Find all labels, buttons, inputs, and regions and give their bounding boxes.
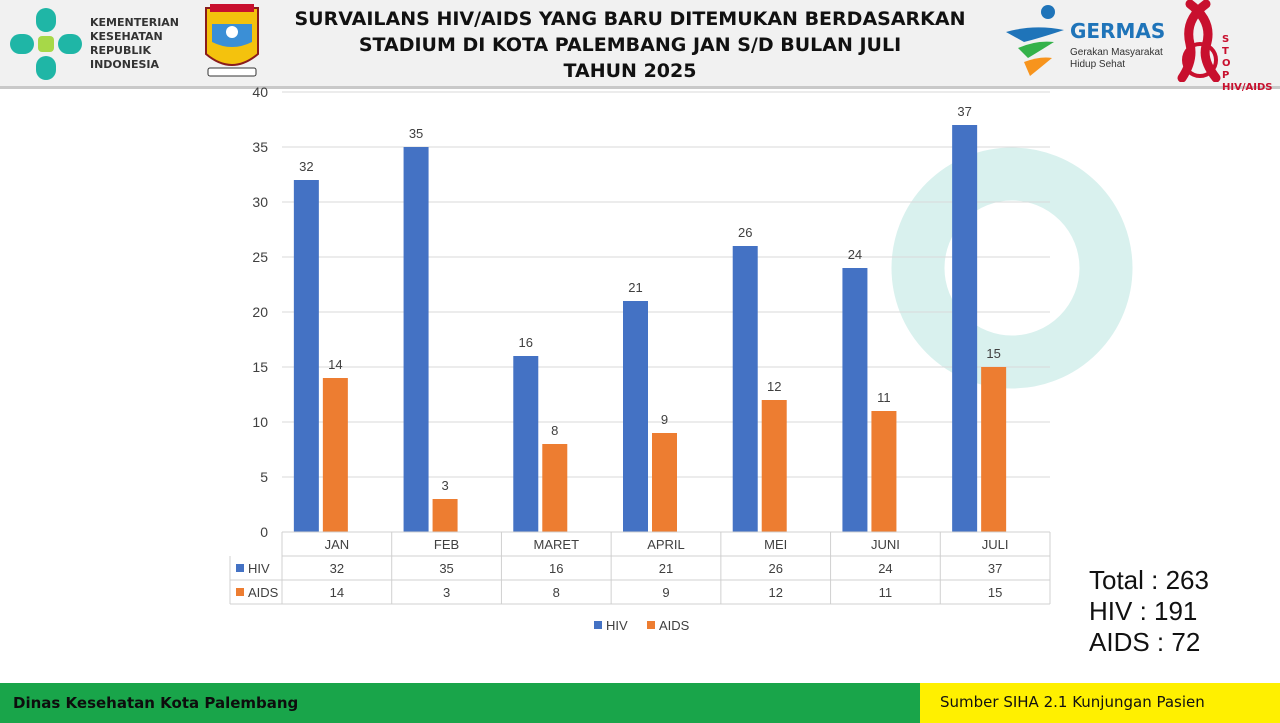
table-key-swatch [236,588,244,596]
table-cell: 35 [439,561,453,576]
table-cell: 3 [443,585,450,600]
category-label: FEB [434,537,459,552]
kemenkes-logo-icon [10,8,82,80]
data-label: 14 [328,357,342,372]
category-label: MARET [534,537,580,552]
y-tick-label: 40 [252,84,268,100]
palembang-crest-icon [205,4,259,77]
header-bar: KEMENTERIAN KESEHATAN REPUBLIK INDONESIA… [0,0,1280,93]
data-label: 21 [628,280,642,295]
page-title: SURVAILANS HIV/AIDS YANG BARU DITEMUKAN … [294,8,966,82]
y-tick-label: 30 [252,194,268,210]
table-series-label: HIV [248,561,270,576]
y-tick-label: 35 [252,139,268,155]
bar-aids [322,378,348,532]
table-cell: 14 [330,585,344,600]
legend-swatch [647,621,655,629]
data-label: 37 [957,104,971,119]
table-cell: 24 [878,561,892,576]
bar-aids [981,367,1007,532]
hiv-count: HIV : 191 [1089,596,1198,626]
bar-hiv [623,301,648,532]
footer-agency-label: Dinas Kesehatan Kota Palembang [13,694,299,712]
bar-hiv [293,180,319,532]
bar-aids [542,444,568,532]
kemenkes-name: KEMENTERIAN KESEHATAN REPUBLIK INDONESIA [90,16,180,71]
bar-hiv [842,268,868,532]
aids-count: AIDS : 72 [1089,627,1201,657]
bar-hiv [403,147,429,532]
data-label: 24 [848,247,862,262]
table-cell: 32 [330,561,344,576]
table-cell: 37 [988,561,1002,576]
data-label: 16 [519,335,533,350]
category-label: JUNI [871,537,900,552]
total-count: Total : 263 [1089,565,1209,595]
y-tick-label: 20 [252,304,268,320]
totals-summary: Total : 263 HIV : 191 AIDS : 72 [1089,565,1209,658]
bar-aids [432,499,458,532]
y-tick-label: 0 [260,524,268,540]
table-cell: 8 [553,585,560,600]
footer-agency: Dinas Kesehatan Kota Palembang [0,683,920,723]
bar-hiv [513,356,539,532]
bar-hiv [952,125,978,532]
germas-tagline: Gerakan Masyarakat Hidup Sehat [1070,47,1163,70]
category-label: JAN [325,537,350,552]
data-label: 32 [299,159,313,174]
table-cell: 21 [659,561,673,576]
legend-entry: HIV [606,618,628,633]
data-label: 12 [767,379,781,394]
table-series-label: AIDS [248,585,279,600]
category-label: APRIL [647,537,685,552]
data-label: 35 [409,126,423,141]
germas-logo-icon [1006,5,1064,76]
table-cell: 9 [662,585,669,600]
footer-source-label: Sumber SIHA 2.1 Kunjungan Pasien [940,693,1205,711]
stop-hiv-label: S T O P HIV/AIDS [1222,34,1273,93]
germas-brand: GERMAS [1070,19,1166,43]
category-label: MEI [764,537,787,552]
footer-source: Sumber SIHA 2.1 Kunjungan Pasien [920,683,1280,723]
table-key-swatch [236,564,244,572]
bar-hiv [732,246,758,532]
legend-entry: AIDS [659,618,690,633]
table-cell: 12 [768,585,782,600]
y-tick-label: 5 [260,469,268,485]
category-label: JULI [982,537,1009,552]
bar-aids [761,400,787,532]
data-label: 9 [661,412,668,427]
y-tick-label: 10 [252,414,268,430]
legend-swatch [594,621,602,629]
data-label: 26 [738,225,752,240]
table-cell: 16 [549,561,563,576]
table-cell: 15 [988,585,1002,600]
watermark-ring [891,147,1133,389]
y-tick-label: 15 [252,359,268,375]
red-ribbon-icon [1177,0,1221,82]
table-cell: 26 [768,561,782,576]
table-cell: 11 [879,585,893,600]
data-label: 3 [441,478,448,493]
bar-aids [652,433,677,532]
data-label: 15 [986,346,1000,361]
data-label: 8 [551,423,558,438]
y-tick-label: 25 [252,249,268,265]
data-label: 11 [877,390,891,405]
bar-aids [871,411,897,532]
